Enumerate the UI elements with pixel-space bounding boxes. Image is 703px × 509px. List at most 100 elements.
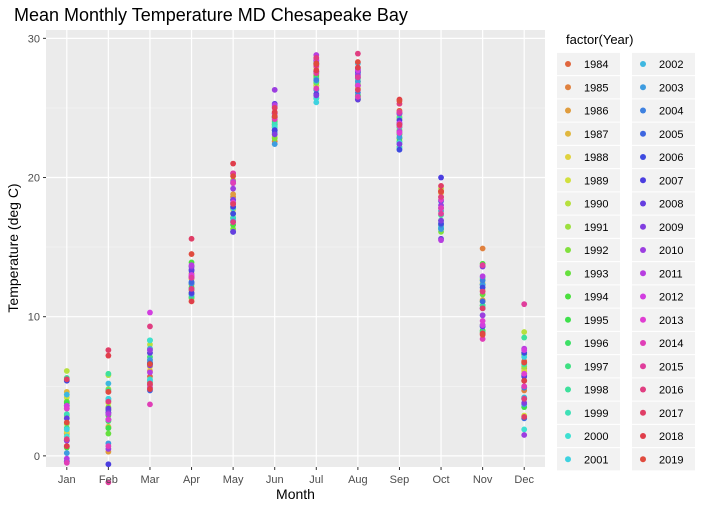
data-point <box>521 395 528 402</box>
legend-label: 2002 <box>659 59 683 71</box>
legend-swatch <box>565 154 571 160</box>
data-point <box>147 337 153 344</box>
data-point <box>438 210 444 217</box>
legend-label: 2015 <box>659 361 683 373</box>
legend-label: 2003 <box>659 82 683 94</box>
data-point <box>438 194 444 200</box>
legend-key <box>632 355 695 378</box>
data-point <box>147 380 153 387</box>
data-point <box>521 347 528 353</box>
legend-swatch <box>640 130 646 137</box>
data-point <box>105 380 112 387</box>
data-point <box>396 109 403 116</box>
data-point <box>63 415 70 422</box>
data-point <box>63 376 70 383</box>
data-point <box>313 60 320 67</box>
data-point <box>63 459 70 466</box>
data-point <box>479 312 486 319</box>
data-point <box>313 99 320 106</box>
data-point <box>479 288 486 295</box>
legend-label: 1992 <box>584 245 608 257</box>
data-point <box>271 131 278 138</box>
legend-label: 2011 <box>659 268 683 280</box>
legend-swatch <box>565 177 571 184</box>
legend-key <box>557 215 620 238</box>
legend-swatch <box>565 61 571 67</box>
data-point <box>396 141 403 148</box>
data-point <box>271 86 278 93</box>
data-point <box>479 284 486 291</box>
data-point <box>271 105 278 111</box>
legend-swatch <box>640 363 646 370</box>
data-point <box>354 93 361 100</box>
legend-key <box>632 401 695 424</box>
legend-label: 2006 <box>659 152 683 164</box>
data-point <box>63 450 70 456</box>
data-point <box>313 77 320 84</box>
data-point <box>521 359 528 366</box>
legend-key <box>557 99 620 122</box>
legend-label: 1988 <box>584 152 608 164</box>
data-point <box>479 298 486 305</box>
legend-swatch <box>640 293 646 300</box>
legend-label: 2009 <box>659 222 683 234</box>
legend-label: 2013 <box>659 315 683 327</box>
legend-key <box>632 122 695 145</box>
data-point <box>147 369 153 376</box>
legend-label: 1998 <box>584 385 608 397</box>
data-point <box>438 237 444 244</box>
data-point <box>271 135 278 142</box>
legend-key <box>557 52 620 76</box>
x-tick-label: Sep <box>390 474 410 486</box>
legend-key <box>557 145 620 169</box>
plot-panel <box>46 30 545 467</box>
legend-swatch <box>565 316 571 323</box>
data-point <box>105 388 112 395</box>
data-point <box>479 331 486 338</box>
y-tick-label: 30 <box>28 33 40 45</box>
x-tick-label: Jun <box>266 474 284 486</box>
legend-swatch <box>640 247 646 253</box>
data-point <box>63 419 70 426</box>
legend-label: 2018 <box>659 431 683 443</box>
data-point <box>147 386 153 392</box>
data-point <box>105 405 112 412</box>
legend-key <box>557 355 620 378</box>
data-point <box>188 262 195 269</box>
data-point <box>271 113 278 120</box>
legend-swatch <box>565 247 571 253</box>
legend-label: 2005 <box>659 129 683 141</box>
data-point <box>396 134 403 141</box>
legend-swatch <box>640 223 646 230</box>
legend-key <box>557 378 620 401</box>
data-point <box>313 54 320 61</box>
legend-label: 2010 <box>659 245 683 257</box>
legend-swatch <box>565 270 571 277</box>
data-point <box>63 411 70 418</box>
y-tick-label: 20 <box>28 173 40 185</box>
x-tick-label: Jul <box>309 474 323 486</box>
legend-key <box>632 169 695 192</box>
data-point <box>63 368 70 374</box>
data-point <box>230 228 237 235</box>
legend-swatch <box>565 293 571 300</box>
data-point <box>230 210 237 217</box>
legend-label: 2016 <box>659 385 683 397</box>
x-tick-label: Feb <box>99 474 118 486</box>
data-point <box>479 245 486 252</box>
legend-swatch <box>565 223 571 230</box>
legend-swatch <box>640 386 646 393</box>
legend-label: 2007 <box>659 175 683 187</box>
data-point <box>105 430 112 437</box>
legend-key <box>632 238 695 262</box>
legend-swatch <box>640 177 646 184</box>
legend-key <box>632 52 695 76</box>
data-point <box>188 285 195 292</box>
legend-label: 1990 <box>584 199 608 211</box>
legend-label: 1987 <box>584 129 608 141</box>
legend-key <box>557 308 620 331</box>
data-point <box>354 82 361 89</box>
legend-key <box>557 448 620 471</box>
data-point <box>479 277 486 284</box>
legend-swatch <box>565 363 571 370</box>
